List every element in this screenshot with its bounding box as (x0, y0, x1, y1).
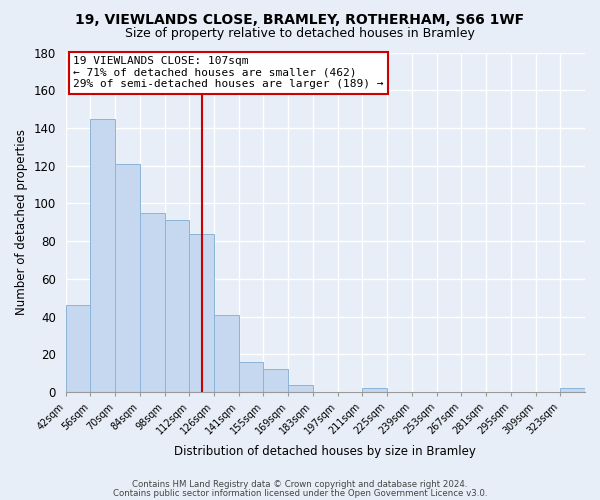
Bar (65, 306, 91, 392)
Bar (140, 213, 164, 392)
Bar (214, 315, 239, 392)
Bar (190, 234, 214, 392)
Bar (91, 118, 115, 392)
Bar (115, 164, 140, 392)
Text: Size of property relative to detached houses in Bramley: Size of property relative to detached ho… (125, 28, 475, 40)
Bar (362, 388, 387, 392)
Text: 19, VIEWLANDS CLOSE, BRAMLEY, ROTHERHAM, S66 1WF: 19, VIEWLANDS CLOSE, BRAMLEY, ROTHERHAM,… (76, 12, 524, 26)
Text: 19 VIEWLANDS CLOSE: 107sqm
← 71% of detached houses are smaller (462)
29% of sem: 19 VIEWLANDS CLOSE: 107sqm ← 71% of deta… (73, 56, 383, 90)
Y-axis label: Number of detached properties: Number of detached properties (15, 130, 28, 316)
Text: Contains public sector information licensed under the Open Government Licence v3: Contains public sector information licen… (113, 488, 487, 498)
Bar (239, 362, 263, 392)
X-axis label: Distribution of detached houses by size in Bramley: Distribution of detached houses by size … (175, 444, 476, 458)
Bar (263, 370, 288, 392)
Bar (560, 388, 585, 392)
Bar (288, 384, 313, 392)
Bar (164, 220, 190, 392)
Text: Contains HM Land Registry data © Crown copyright and database right 2024.: Contains HM Land Registry data © Crown c… (132, 480, 468, 489)
